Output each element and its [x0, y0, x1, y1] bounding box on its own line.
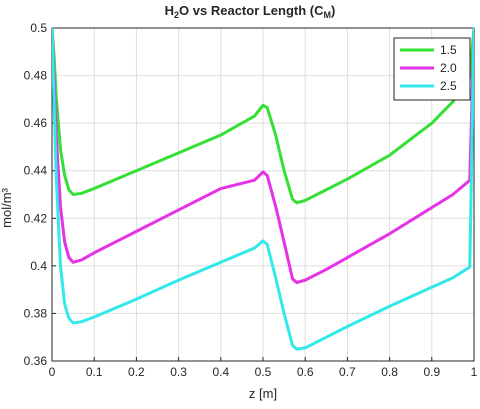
svg-text:H2O vs Reactor Length (CM): H2O vs Reactor Length (CM)	[165, 3, 336, 20]
x-tick-label: 0.8	[381, 365, 398, 379]
x-tick-label: 0.1	[86, 365, 103, 379]
y-tick-label: 0.5	[30, 21, 47, 35]
x-tick-label: 0.6	[297, 365, 314, 379]
legend: 1.5 2.0 2.5	[393, 37, 471, 101]
series-line-2-0	[52, 27, 474, 285]
x-tick-label: 0.5	[255, 365, 272, 379]
legend-label: 1.5	[440, 43, 457, 57]
legend-label: 2.5	[440, 79, 457, 93]
x-tick-label: 0.2	[128, 365, 145, 379]
x-tick-label: 1	[471, 365, 478, 379]
x-tick-label: 0	[49, 365, 56, 379]
legend-label: 2.0	[440, 61, 457, 75]
title-subscript: 2	[174, 10, 179, 20]
x-tick-label: 0.3	[170, 365, 187, 379]
x-tick-label: 0.7	[339, 365, 356, 379]
title-part: )	[331, 3, 335, 18]
title-part: H	[165, 3, 174, 18]
x-axis-label: z [m]	[249, 386, 277, 401]
y-tick-label: 0.44	[24, 164, 48, 178]
y-tick-label: 0.42	[24, 211, 48, 225]
y-tick-label: 0.36	[24, 354, 48, 368]
series-line-2-5	[52, 27, 474, 351]
title-subscript: M	[324, 10, 332, 20]
plot-area	[52, 27, 474, 351]
x-tick-label: 0.9	[423, 365, 440, 379]
y-tick-label: 0.4	[30, 259, 47, 273]
title-part: O vs Reactor Length (C	[179, 3, 324, 18]
x-tick-label: 0.4	[212, 365, 229, 379]
axes: 0 0.1 0.2 0.3 0.4 0.5 0.6 0.7 0.8 0.9 1 0.36 0.38 0.4…	[24, 21, 478, 379]
y-tick-label: 0.46	[24, 116, 48, 130]
y-tick-label: 0.48	[24, 69, 48, 83]
y-axis-label: mol/m³	[0, 187, 14, 227]
axes-box	[51, 27, 475, 362]
y-tick-label: 0.38	[24, 306, 48, 320]
chart-title: H2O vs Reactor Length (CM)	[165, 3, 336, 20]
series-line-1-5	[52, 27, 474, 205]
